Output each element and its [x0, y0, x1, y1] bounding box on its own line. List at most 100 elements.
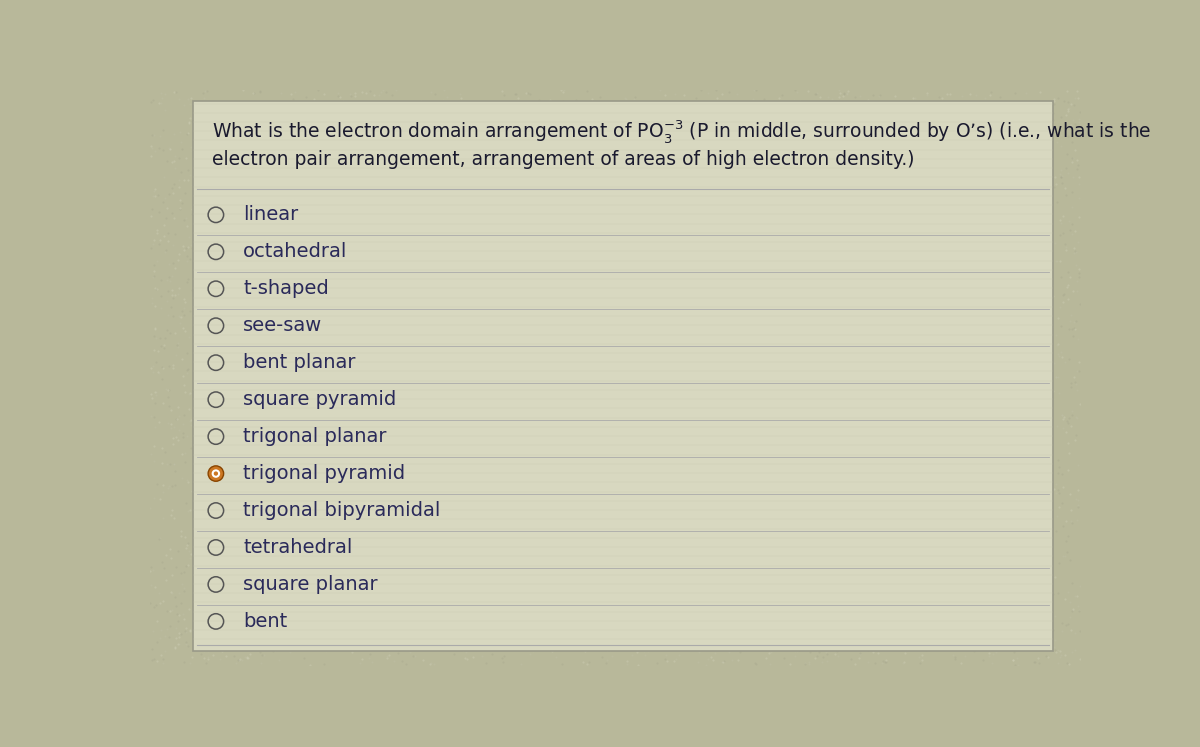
Point	[328, 459, 347, 471]
Point	[656, 625, 676, 637]
Point	[598, 447, 617, 459]
Point	[889, 575, 908, 587]
Point	[772, 285, 791, 297]
Point	[404, 306, 424, 318]
Point	[220, 633, 239, 645]
Point	[226, 595, 245, 607]
Point	[910, 586, 929, 598]
Point	[979, 600, 998, 612]
Point	[392, 501, 412, 513]
Point	[870, 360, 889, 372]
Point	[629, 214, 648, 226]
Point	[600, 454, 619, 466]
Point	[502, 545, 521, 557]
Point	[703, 408, 722, 420]
Point	[1021, 192, 1040, 204]
Point	[734, 178, 754, 190]
Point	[176, 212, 196, 224]
Point	[518, 272, 538, 284]
Point	[174, 370, 193, 382]
Point	[572, 397, 592, 409]
Point	[662, 486, 682, 498]
Point	[595, 544, 614, 556]
Point	[211, 599, 230, 611]
Point	[140, 597, 160, 609]
Point	[607, 574, 626, 586]
Point	[1019, 102, 1038, 114]
Point	[209, 350, 228, 362]
Point	[800, 574, 820, 586]
Point	[1032, 418, 1051, 430]
Point	[443, 571, 462, 583]
Point	[248, 543, 268, 555]
Point	[470, 639, 490, 651]
Point	[812, 123, 832, 135]
Point	[197, 214, 216, 226]
Point	[188, 348, 208, 360]
Point	[162, 155, 181, 167]
Point	[311, 333, 330, 345]
Point	[488, 480, 508, 492]
Point	[1015, 323, 1034, 335]
Point	[666, 346, 685, 358]
Point	[679, 512, 698, 524]
Point	[480, 241, 499, 253]
Point	[505, 475, 524, 487]
Point	[512, 364, 532, 376]
Point	[644, 338, 664, 350]
Point	[824, 544, 844, 556]
Point	[1043, 379, 1062, 391]
Point	[964, 266, 983, 278]
Point	[451, 155, 470, 167]
Point	[1056, 649, 1075, 661]
Point	[881, 235, 900, 247]
Point	[559, 250, 578, 262]
Point	[902, 548, 922, 560]
Point	[186, 626, 205, 638]
Point	[593, 105, 612, 117]
Point	[221, 546, 240, 558]
Point	[943, 211, 962, 223]
Point	[451, 529, 470, 541]
Point	[322, 389, 341, 401]
Point	[869, 507, 888, 519]
Point	[180, 403, 199, 415]
Point	[552, 619, 571, 630]
Point	[498, 500, 517, 512]
Point	[791, 556, 810, 568]
Point	[1015, 506, 1034, 518]
Point	[887, 221, 906, 233]
Point	[743, 568, 762, 580]
Point	[954, 341, 973, 353]
Point	[710, 99, 730, 111]
Point	[169, 627, 188, 639]
Point	[150, 493, 169, 505]
Point	[206, 352, 226, 364]
Point	[980, 487, 1000, 499]
Point	[436, 542, 455, 554]
Point	[649, 458, 668, 470]
Point	[858, 228, 877, 240]
Point	[502, 214, 521, 226]
Point	[214, 231, 233, 243]
Point	[895, 326, 914, 338]
Point	[143, 270, 162, 282]
Point	[352, 584, 371, 596]
Point	[474, 136, 493, 148]
Point	[276, 448, 295, 460]
Point	[895, 573, 914, 585]
Point	[520, 500, 539, 512]
Point	[247, 427, 266, 439]
Point	[497, 201, 516, 213]
Point	[893, 227, 912, 239]
Point	[683, 511, 702, 523]
Point	[590, 416, 610, 428]
Point	[557, 495, 576, 506]
Point	[983, 648, 1002, 660]
Point	[623, 202, 642, 214]
Point	[1056, 619, 1075, 630]
Point	[1058, 103, 1078, 115]
Point	[268, 307, 287, 319]
Point	[776, 442, 796, 454]
Point	[662, 275, 682, 287]
